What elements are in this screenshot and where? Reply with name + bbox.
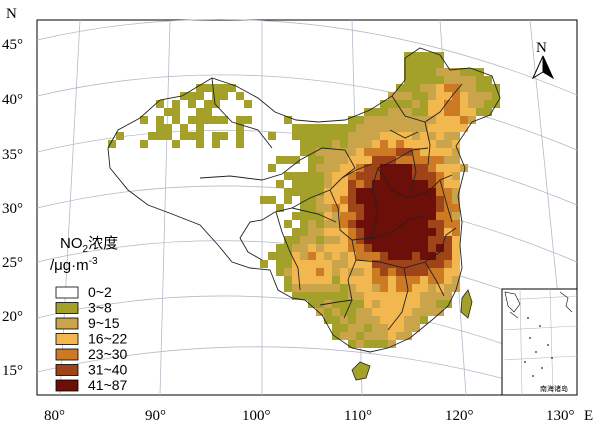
lat-label-20: 20° xyxy=(2,309,23,325)
legend-label: 0~2 xyxy=(88,284,112,300)
latitude-labels: 45° 40° 35° 30° 25° 20° 15° N xyxy=(2,6,23,379)
lon-label-90: 90° xyxy=(145,408,166,424)
legend-swatch xyxy=(55,364,79,376)
north-arrow-icon: N xyxy=(531,40,555,80)
lon-label-100: 100° xyxy=(242,408,271,424)
legend-swatch xyxy=(55,317,79,330)
taiwan-island xyxy=(460,289,473,319)
hainan-island xyxy=(351,361,371,381)
lon-label-80: 80° xyxy=(44,408,65,424)
lat-label-35: 35° xyxy=(2,147,23,163)
legend: NO2浓度 /μg·m-3 0~23~89~1516~2223~3031~404… xyxy=(50,235,128,393)
province-boundaries xyxy=(107,47,501,353)
south-china-sea-inset: 南海诸岛 xyxy=(501,288,578,396)
lon-label-130: 130° xyxy=(546,408,575,424)
legend-label: 3~8 xyxy=(88,300,112,316)
legend-label: 41~87 xyxy=(88,377,128,393)
legend-unit: /μg·m-3 xyxy=(50,256,98,274)
lat-label-30: 30° xyxy=(2,201,23,217)
lat-label-40: 40° xyxy=(2,92,23,108)
north-arrow-label: N xyxy=(536,40,547,56)
inset-label: 南海诸岛 xyxy=(540,384,568,393)
lat-label-25: 25° xyxy=(2,255,23,271)
lon-label-110: 110° xyxy=(344,408,372,424)
legend-label: 31~40 xyxy=(88,362,128,378)
legend-swatch xyxy=(55,302,79,314)
legend-swatch xyxy=(55,286,79,299)
lon-label-120: 120° xyxy=(445,408,474,424)
lat-label-15: 15° xyxy=(2,363,23,379)
latitude-axis-title: N xyxy=(6,6,17,22)
legend-label: 9~15 xyxy=(88,315,120,331)
legend-swatch xyxy=(55,379,79,392)
legend-swatch xyxy=(55,348,79,361)
legend-label: 23~30 xyxy=(88,346,128,362)
legend-title: NO2浓度 xyxy=(60,235,118,255)
lat-label-45: 45° xyxy=(2,37,23,53)
longitude-labels: 80° 90° 100° 110° 120° 130° E xyxy=(44,408,593,424)
legend-label: 16~22 xyxy=(88,331,128,347)
longitude-axis-title: E xyxy=(584,408,593,424)
legend-swatch xyxy=(55,333,79,345)
